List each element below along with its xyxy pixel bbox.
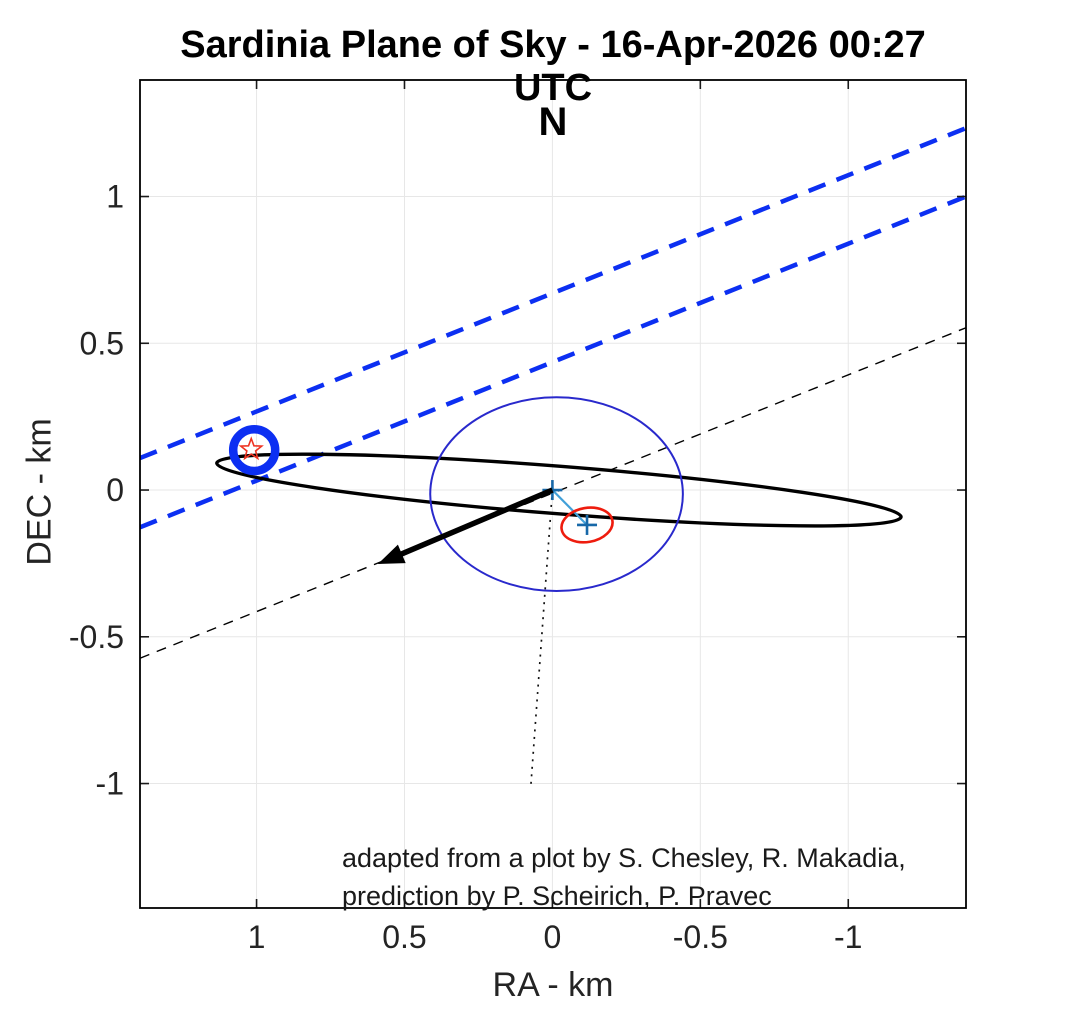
- x-tick-label: -1: [834, 919, 862, 955]
- x-tick-label: 0.5: [382, 919, 426, 955]
- motion-direction-arrow: [377, 487, 554, 565]
- predicted-position-star: [238, 436, 264, 461]
- axis-box: [139, 79, 967, 909]
- predicted-position-ring: [228, 425, 280, 476]
- annotation-line-1: adapted from a plot by S. Chesley, R. Ma…: [342, 843, 906, 873]
- red-uncertainty-ellipse: [560, 506, 614, 544]
- page-title: Sardinia Plane of Sky - 16-Apr-2026 00:2…: [180, 24, 926, 109]
- x-tick-label: -0.5: [673, 919, 728, 955]
- y-tick-label: 0.5: [80, 325, 124, 361]
- motion-direction-arrow-head: [377, 544, 406, 565]
- x-tick-label: 0: [544, 919, 562, 955]
- y-tick-label: 1: [106, 179, 124, 215]
- x-axis-label: RA - km: [492, 966, 614, 1004]
- offset-connector-line: [551, 489, 588, 526]
- y-tick-label: 0: [106, 472, 124, 508]
- north-label: N: [538, 100, 568, 144]
- secondary-uncertainty-ellipse-blue: [429, 396, 684, 593]
- dotted-reference-line: [529, 489, 554, 787]
- x-tick-label: 1: [248, 919, 266, 955]
- y-tick-label: -1: [96, 766, 124, 802]
- y-axis-label: DEC - km: [20, 418, 59, 566]
- axis-ticks: [140, 80, 966, 908]
- primary-uncertainty-ellipse-black: [215, 452, 903, 528]
- plot-area: [140, 126, 966, 787]
- grid: [140, 80, 966, 908]
- red-center-plus-marker: [577, 514, 598, 535]
- annotation-text: adapted from a plot by S. Chesley, R. Ma…: [342, 839, 906, 915]
- prediction-corridor-upper-dashed: [140, 126, 966, 461]
- annotation-line-2: prediction by P. Scheirich, P. Pravec: [342, 881, 772, 911]
- tick-labels: 1 0.5 0 -0.5 -1 1 0.5 0 -0.5 -1: [69, 179, 863, 955]
- trajectory-dashed-line: [140, 327, 966, 659]
- y-tick-label: -0.5: [69, 619, 124, 655]
